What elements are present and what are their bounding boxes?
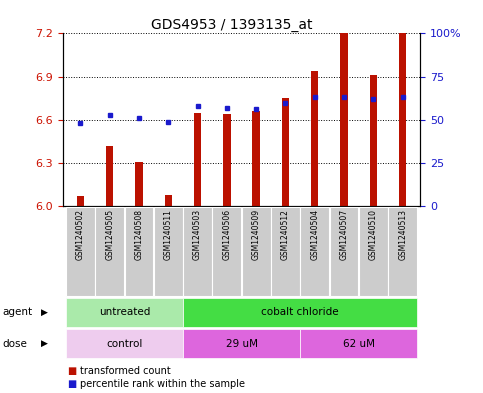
Text: agent: agent xyxy=(2,307,32,318)
Text: GDS4953 / 1393135_at: GDS4953 / 1393135_at xyxy=(151,18,313,32)
FancyBboxPatch shape xyxy=(271,207,300,296)
Bar xyxy=(341,33,348,206)
Bar xyxy=(77,196,84,206)
Text: GSM1240506: GSM1240506 xyxy=(222,209,231,260)
FancyBboxPatch shape xyxy=(183,329,300,358)
FancyBboxPatch shape xyxy=(183,207,212,296)
FancyBboxPatch shape xyxy=(125,207,153,296)
Bar xyxy=(223,114,230,206)
FancyBboxPatch shape xyxy=(66,298,183,327)
Text: GSM1240507: GSM1240507 xyxy=(340,209,349,260)
FancyBboxPatch shape xyxy=(242,207,270,296)
Text: cobalt chloride: cobalt chloride xyxy=(261,307,339,318)
FancyBboxPatch shape xyxy=(66,329,183,358)
Text: 29 uM: 29 uM xyxy=(226,339,257,349)
Text: ■: ■ xyxy=(68,379,77,389)
FancyBboxPatch shape xyxy=(183,298,417,327)
Text: untreated: untreated xyxy=(99,307,150,318)
Text: GSM1240510: GSM1240510 xyxy=(369,209,378,260)
Text: percentile rank within the sample: percentile rank within the sample xyxy=(80,379,245,389)
FancyBboxPatch shape xyxy=(154,207,183,296)
FancyBboxPatch shape xyxy=(330,207,358,296)
Text: ■: ■ xyxy=(68,366,77,376)
Text: dose: dose xyxy=(2,339,28,349)
FancyBboxPatch shape xyxy=(388,207,417,296)
Text: GSM1240509: GSM1240509 xyxy=(252,209,261,260)
Bar xyxy=(253,111,260,206)
Bar xyxy=(194,113,201,206)
FancyBboxPatch shape xyxy=(300,207,329,296)
Text: ▶: ▶ xyxy=(41,308,48,317)
Text: transformed count: transformed count xyxy=(80,366,170,376)
Text: GSM1240502: GSM1240502 xyxy=(76,209,85,260)
Text: GSM1240503: GSM1240503 xyxy=(193,209,202,260)
FancyBboxPatch shape xyxy=(300,329,417,358)
Bar xyxy=(399,33,406,206)
Text: GSM1240504: GSM1240504 xyxy=(310,209,319,260)
Text: GSM1240511: GSM1240511 xyxy=(164,209,173,260)
Bar xyxy=(282,98,289,206)
FancyBboxPatch shape xyxy=(359,207,388,296)
Bar xyxy=(165,195,172,206)
FancyBboxPatch shape xyxy=(95,207,124,296)
Bar xyxy=(369,75,377,206)
Text: GSM1240513: GSM1240513 xyxy=(398,209,407,260)
Text: GSM1240512: GSM1240512 xyxy=(281,209,290,260)
Bar xyxy=(311,71,318,206)
Text: control: control xyxy=(106,339,142,349)
Text: ▶: ▶ xyxy=(41,340,48,348)
FancyBboxPatch shape xyxy=(213,207,241,296)
Bar xyxy=(106,146,114,206)
Text: GSM1240505: GSM1240505 xyxy=(105,209,114,260)
FancyBboxPatch shape xyxy=(66,207,95,296)
Text: 62 uM: 62 uM xyxy=(342,339,375,349)
Text: GSM1240508: GSM1240508 xyxy=(134,209,143,260)
Bar xyxy=(135,162,142,206)
